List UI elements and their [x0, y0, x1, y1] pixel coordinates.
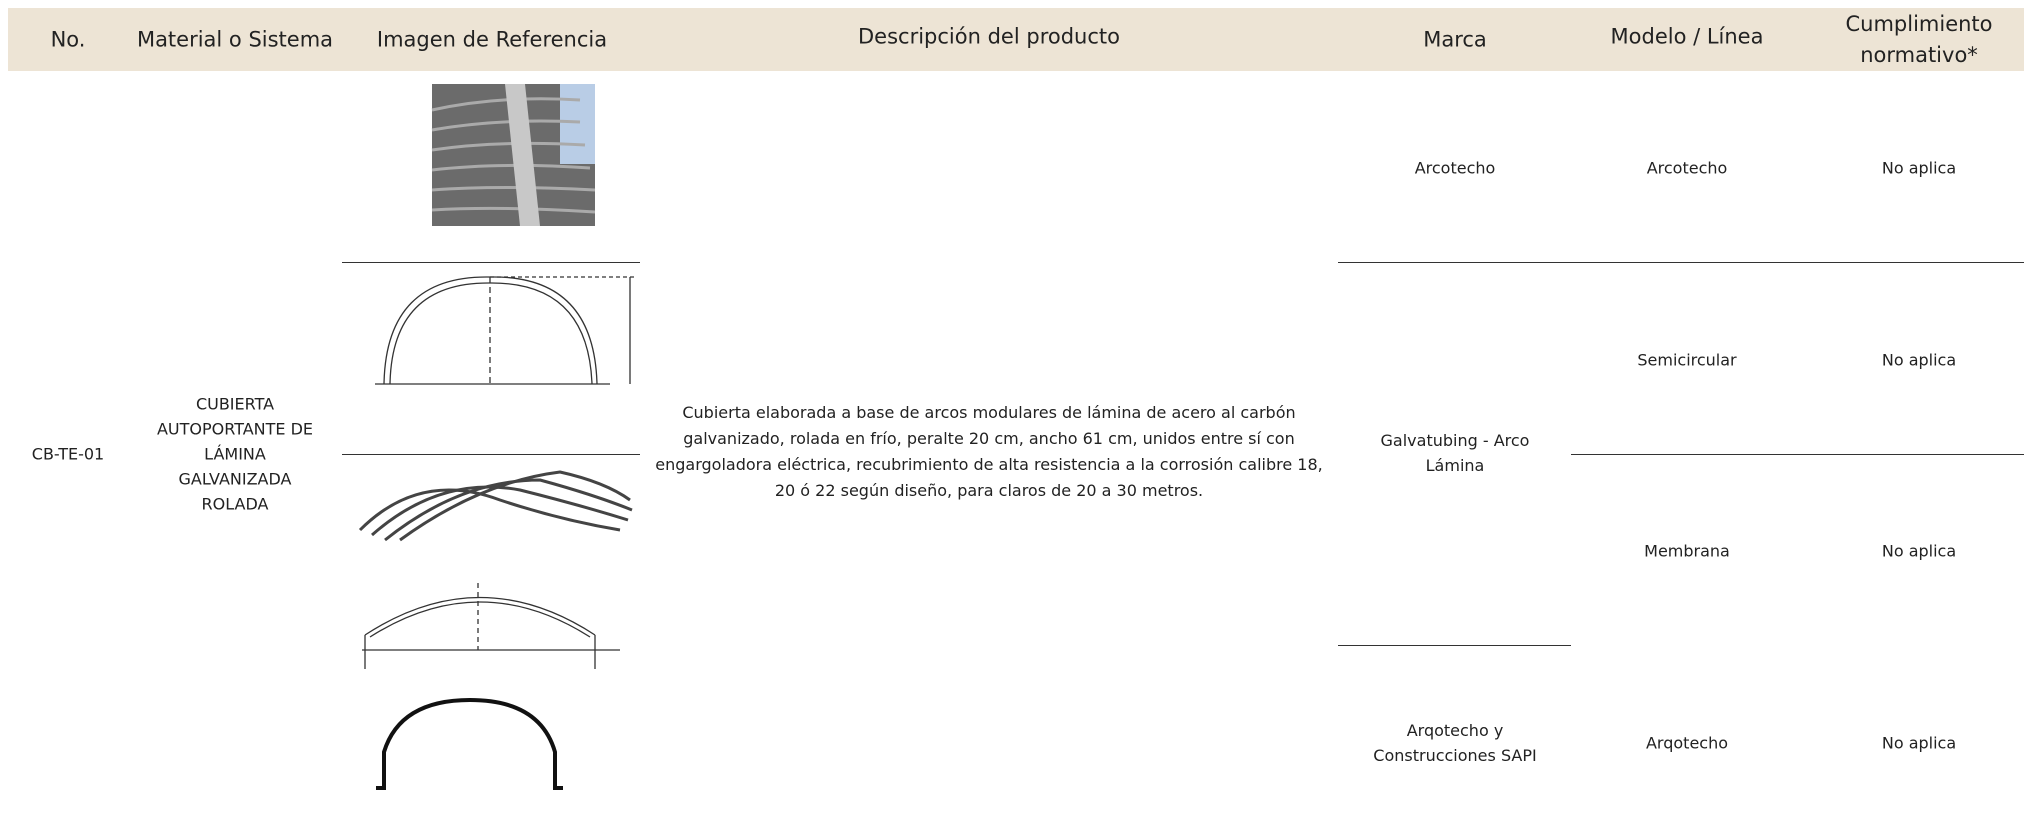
row-divider	[342, 454, 640, 455]
arch-diagram-low	[362, 583, 620, 669]
header-cell: Modelo / Línea	[1610, 24, 1764, 49]
model: Semicircular	[1637, 350, 1737, 370]
description: Cubierta elaborada a base de arcos modul…	[655, 403, 1323, 500]
compliance: No aplica	[1881, 158, 1957, 178]
photo	[431, 84, 596, 226]
model: Membrana	[1644, 541, 1730, 561]
material: CUBIERTA AUTOPORTANTE DE LÁMINA GALVANIZ…	[156, 394, 314, 514]
row-divider	[342, 262, 640, 263]
compliance: No aplica	[1881, 733, 1957, 753]
arch-diagram	[375, 276, 636, 385]
header-cell: Marca	[1423, 27, 1487, 52]
row-divider	[1338, 262, 2024, 263]
header-band	[8, 8, 2024, 71]
header-cell: Cumplimiento normativo*	[1845, 12, 1993, 67]
ribs-diagram	[358, 470, 633, 542]
profile-diagram	[376, 697, 563, 790]
brand: Arcotecho	[1414, 158, 1496, 178]
row-divider	[1571, 454, 2024, 455]
brand: Galvatubing - Arco Lámina	[1380, 431, 1530, 475]
header-cell: Imagen de Referencia	[376, 27, 608, 52]
header-cell: Descripción del producto	[858, 24, 1120, 49]
header-cell: No.	[50, 27, 86, 52]
row-divider	[1338, 645, 1571, 646]
item-number: CB-TE-01	[31, 444, 105, 464]
compliance: No aplica	[1881, 350, 1957, 370]
model: Arcotecho	[1646, 158, 1728, 178]
brand: Arqotecho y Construcciones SAPI	[1373, 721, 1537, 765]
header-cell: Material o Sistema	[136, 27, 334, 52]
model: Arqotecho	[1645, 733, 1729, 753]
compliance: No aplica	[1881, 541, 1957, 561]
